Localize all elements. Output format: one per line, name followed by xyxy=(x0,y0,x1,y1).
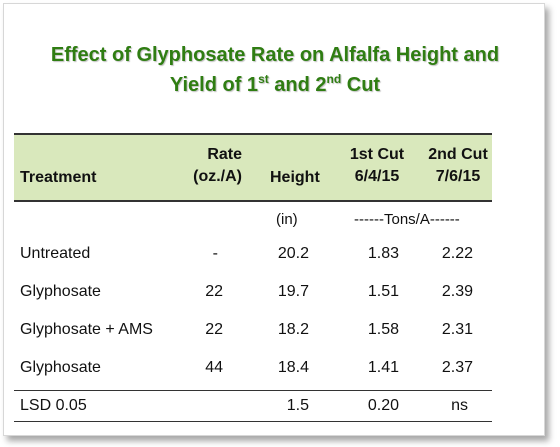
cell-treatment: Untreated xyxy=(20,245,91,262)
cell-treatment: Glyphosate + AMS xyxy=(20,321,153,338)
table-row: Untreated - 20.2 1.83 2.22 xyxy=(14,236,492,274)
cell-rate: 44 xyxy=(205,359,223,376)
cell-height: 1.5 xyxy=(286,397,309,414)
unit-height: (in) xyxy=(276,211,298,228)
title-line-2: Yield of 1st and 2nd Cut xyxy=(4,70,546,100)
table-row: Glyphosate 44 18.4 1.41 2.37 xyxy=(14,350,492,388)
lsd-row: LSD 0.05 1.5 0.20 ns xyxy=(14,390,492,422)
cell-cut1: 0.20 xyxy=(367,397,399,414)
cell-treatment: LSD 0.05 xyxy=(20,397,87,414)
unit-yield: ------Tons/A------ xyxy=(354,211,460,228)
cell-cut2: 2.39 xyxy=(441,283,473,300)
cell-rate: 22 xyxy=(205,283,223,300)
table-row: Glyphosate 22 19.7 1.51 2.39 xyxy=(14,274,492,312)
slide: Effect of Glyphosate Rate on Alfalfa Hei… xyxy=(3,3,545,436)
cell-cut1: 1.51 xyxy=(367,283,399,300)
table-row: Glyphosate + AMS 22 18.2 1.58 2.31 xyxy=(14,312,492,350)
title-sup-st: st xyxy=(258,72,269,86)
title-sup-nd: nd xyxy=(326,72,342,86)
cell-rate: 22 xyxy=(205,321,223,338)
title-line-2-post: Cut xyxy=(341,74,381,96)
results-table: Treatment Rate (oz./A) Height 1st Cut 6/… xyxy=(14,133,492,422)
header-rate-line1: Rate xyxy=(207,146,242,163)
cell-height: 20.2 xyxy=(277,245,309,262)
cell-cut2: ns xyxy=(451,397,468,414)
title-line-2-pre: Yield of 1 xyxy=(169,74,259,96)
units-row: (in) ------Tons/A------ xyxy=(14,202,492,236)
cell-cut1: 1.41 xyxy=(367,359,399,376)
cell-height: 19.7 xyxy=(277,283,309,300)
cell-cut2: 2.22 xyxy=(441,245,473,262)
page-title: Effect of Glyphosate Rate on Alfalfa Hei… xyxy=(4,40,546,100)
table-header: Treatment Rate (oz./A) Height 1st Cut 6/… xyxy=(14,133,492,202)
cell-height: 18.2 xyxy=(277,321,309,338)
header-treatment: Treatment xyxy=(20,169,97,186)
header-cut1-line2: 6/4/15 xyxy=(354,168,400,185)
cell-treatment: Glyphosate xyxy=(20,283,101,300)
cell-cut1: 1.83 xyxy=(367,245,399,262)
title-line-1: Effect of Glyphosate Rate on Alfalfa Hei… xyxy=(50,44,500,66)
cell-height: 18.4 xyxy=(277,359,309,376)
header-rate-line2: (oz./A) xyxy=(193,168,242,185)
title-line-2-mid: and 2 xyxy=(268,74,327,96)
cell-treatment: Glyphosate xyxy=(20,359,101,376)
cell-cut1: 1.58 xyxy=(367,321,399,338)
cell-cut2: 2.31 xyxy=(441,321,473,338)
cell-rate: - xyxy=(212,245,218,262)
header-cut1-line1: 1st Cut xyxy=(349,146,405,163)
header-cut2-line2: 7/6/15 xyxy=(435,168,481,185)
header-height: Height xyxy=(270,169,320,186)
cell-cut2: 2.37 xyxy=(441,359,473,376)
header-cut2-line1: 2nd Cut xyxy=(428,146,488,163)
